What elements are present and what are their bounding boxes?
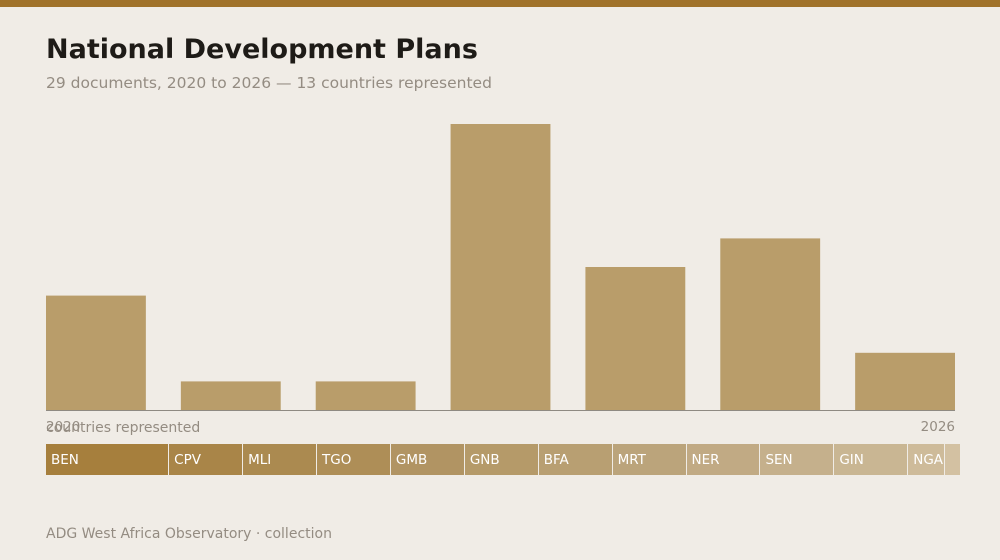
bar-2023 <box>450 124 551 410</box>
top-accent-bar <box>0 0 1000 7</box>
bar-2020 <box>46 295 146 410</box>
x-tick-label-end: 2026 <box>921 419 955 435</box>
country-code-label: BFA <box>543 452 569 468</box>
country-segment-ben: BEN <box>46 444 170 475</box>
country-code-label: BEN <box>51 452 79 468</box>
country-segment-gmb: GMB <box>390 444 465 475</box>
country-segment-other <box>945 444 960 475</box>
countries-section-label: countries represented <box>46 420 201 436</box>
country-code-label: GMB <box>395 452 428 468</box>
footer-credit: ADG West Africa Observatory · collection <box>46 526 332 542</box>
country-code-label: GIN <box>839 452 864 468</box>
country-segment-mrt: MRT <box>612 444 687 475</box>
country-code-label: MRT <box>617 452 646 468</box>
bar-2024 <box>585 267 686 410</box>
bar-2026 <box>855 352 955 410</box>
country-code-label: MLI <box>248 452 272 468</box>
country-segment-mli: MLI <box>243 444 317 475</box>
country-segment-ner: NER <box>686 444 761 475</box>
country-segment-tgo: TGO <box>316 444 391 475</box>
bar-chart: 2020 2026 <box>46 124 955 435</box>
country-segment-nga: NGA <box>908 444 946 475</box>
country-code-label: NER <box>691 452 720 468</box>
bar-2025 <box>720 238 821 410</box>
bar-2021 <box>180 381 281 410</box>
country-segment-gnb: GNB <box>464 444 539 475</box>
country-code-label: GNB <box>469 452 500 468</box>
country-segment-sen: SEN <box>760 444 835 475</box>
country-code-label: CPV <box>174 452 201 468</box>
country-code-label: NGA <box>913 452 944 468</box>
country-segment-cpv: CPV <box>169 444 244 475</box>
countries-strip: BEN CPV MLI TGO GMB GNB BFA MRT NER SEN GIN NGA <box>46 444 960 475</box>
page-title: National Development Plans <box>46 34 478 65</box>
page-subtitle: 29 documents, 2020 to 2026 — 13 countrie… <box>46 74 492 92</box>
country-code-label: SEN <box>765 452 793 468</box>
country-segment-bfa: BFA <box>538 444 613 475</box>
bar-2022 <box>315 381 416 410</box>
country-code-label: TGO <box>321 452 352 468</box>
country-segment-gin: GIN <box>834 444 909 475</box>
x-tick-label-start: 2020 <box>46 419 80 435</box>
